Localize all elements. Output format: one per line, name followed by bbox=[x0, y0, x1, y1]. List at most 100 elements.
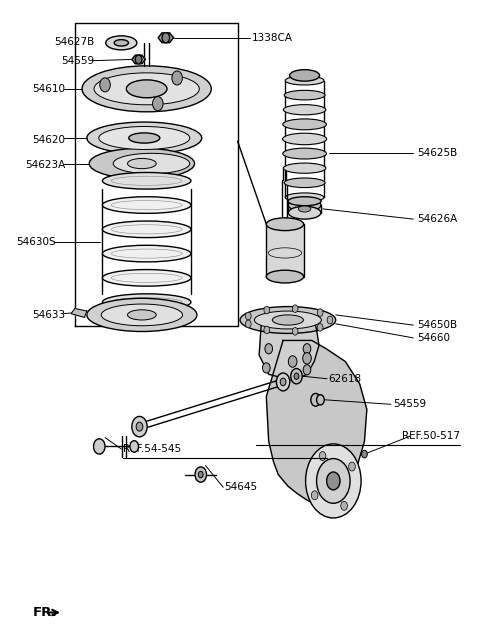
Text: FR.: FR. bbox=[33, 606, 58, 619]
Text: 54630S: 54630S bbox=[16, 237, 56, 247]
Text: 54620: 54620 bbox=[32, 135, 65, 145]
Polygon shape bbox=[71, 308, 87, 317]
Text: 54559: 54559 bbox=[61, 56, 94, 66]
Ellipse shape bbox=[102, 245, 191, 262]
Circle shape bbox=[303, 365, 311, 375]
Circle shape bbox=[341, 501, 348, 510]
Ellipse shape bbox=[288, 196, 321, 205]
Ellipse shape bbox=[128, 159, 156, 169]
Circle shape bbox=[327, 316, 333, 324]
Circle shape bbox=[361, 451, 367, 458]
Ellipse shape bbox=[102, 173, 191, 189]
Ellipse shape bbox=[272, 315, 303, 325]
Ellipse shape bbox=[254, 311, 322, 329]
Polygon shape bbox=[158, 33, 173, 43]
Circle shape bbox=[317, 459, 350, 503]
Circle shape bbox=[136, 422, 143, 431]
Circle shape bbox=[276, 373, 290, 391]
Ellipse shape bbox=[99, 127, 190, 150]
Ellipse shape bbox=[114, 40, 129, 46]
Ellipse shape bbox=[129, 133, 160, 143]
Circle shape bbox=[348, 462, 355, 471]
Ellipse shape bbox=[82, 66, 211, 112]
Ellipse shape bbox=[102, 269, 191, 286]
Text: 54610: 54610 bbox=[32, 84, 65, 94]
Ellipse shape bbox=[102, 221, 191, 237]
Circle shape bbox=[312, 491, 318, 500]
Text: 62618: 62618 bbox=[328, 374, 361, 384]
Ellipse shape bbox=[289, 70, 320, 81]
Ellipse shape bbox=[94, 73, 199, 105]
Text: 54623A: 54623A bbox=[25, 161, 65, 170]
Bar bbox=[266, 224, 304, 276]
Ellipse shape bbox=[285, 193, 324, 202]
Circle shape bbox=[326, 472, 340, 490]
Circle shape bbox=[311, 394, 321, 406]
Circle shape bbox=[94, 439, 105, 454]
Circle shape bbox=[292, 328, 298, 335]
Circle shape bbox=[319, 452, 326, 461]
Ellipse shape bbox=[240, 307, 336, 333]
Ellipse shape bbox=[266, 218, 304, 230]
Ellipse shape bbox=[102, 196, 191, 213]
Circle shape bbox=[264, 306, 270, 314]
Circle shape bbox=[132, 417, 147, 437]
Ellipse shape bbox=[283, 119, 326, 130]
Circle shape bbox=[100, 78, 110, 92]
Circle shape bbox=[135, 55, 142, 64]
Circle shape bbox=[245, 312, 251, 320]
Circle shape bbox=[280, 378, 286, 386]
Text: 54660: 54660 bbox=[417, 333, 450, 343]
Circle shape bbox=[317, 324, 323, 332]
Ellipse shape bbox=[283, 104, 326, 115]
Circle shape bbox=[162, 33, 169, 43]
Circle shape bbox=[306, 444, 361, 518]
Circle shape bbox=[245, 320, 251, 328]
Circle shape bbox=[153, 97, 163, 111]
Text: 54559: 54559 bbox=[393, 399, 426, 410]
Ellipse shape bbox=[299, 205, 311, 212]
Ellipse shape bbox=[283, 148, 326, 159]
Ellipse shape bbox=[87, 122, 202, 154]
Circle shape bbox=[291, 369, 302, 384]
Circle shape bbox=[265, 344, 273, 354]
Ellipse shape bbox=[283, 133, 326, 145]
Ellipse shape bbox=[288, 206, 321, 219]
Circle shape bbox=[172, 71, 182, 85]
Circle shape bbox=[263, 363, 270, 373]
Ellipse shape bbox=[101, 304, 182, 326]
Ellipse shape bbox=[113, 154, 190, 173]
Circle shape bbox=[288, 356, 297, 367]
Circle shape bbox=[294, 373, 299, 380]
Circle shape bbox=[264, 326, 270, 334]
Circle shape bbox=[198, 471, 203, 477]
Ellipse shape bbox=[285, 76, 324, 85]
Ellipse shape bbox=[284, 90, 325, 100]
Circle shape bbox=[130, 441, 139, 452]
Text: 54633: 54633 bbox=[32, 310, 65, 320]
Text: 54645: 54645 bbox=[225, 483, 258, 492]
Circle shape bbox=[195, 467, 206, 482]
Text: 54650B: 54650B bbox=[417, 320, 457, 330]
Text: 54626A: 54626A bbox=[417, 214, 457, 224]
Ellipse shape bbox=[284, 178, 325, 188]
Polygon shape bbox=[132, 55, 145, 64]
Ellipse shape bbox=[102, 294, 191, 310]
Circle shape bbox=[292, 305, 298, 312]
Ellipse shape bbox=[106, 36, 137, 50]
Circle shape bbox=[303, 353, 312, 364]
Text: 54625B: 54625B bbox=[417, 148, 457, 157]
Polygon shape bbox=[259, 320, 319, 381]
Ellipse shape bbox=[128, 310, 156, 320]
Circle shape bbox=[317, 308, 323, 316]
Circle shape bbox=[303, 344, 311, 354]
Ellipse shape bbox=[126, 80, 167, 98]
Text: REF.50-517: REF.50-517 bbox=[402, 431, 460, 441]
Ellipse shape bbox=[87, 298, 197, 332]
Ellipse shape bbox=[288, 198, 321, 211]
Ellipse shape bbox=[89, 148, 194, 179]
Ellipse shape bbox=[266, 270, 304, 283]
Ellipse shape bbox=[283, 163, 326, 173]
Text: REF.54-545: REF.54-545 bbox=[123, 444, 181, 454]
Text: 54627B: 54627B bbox=[54, 37, 94, 47]
